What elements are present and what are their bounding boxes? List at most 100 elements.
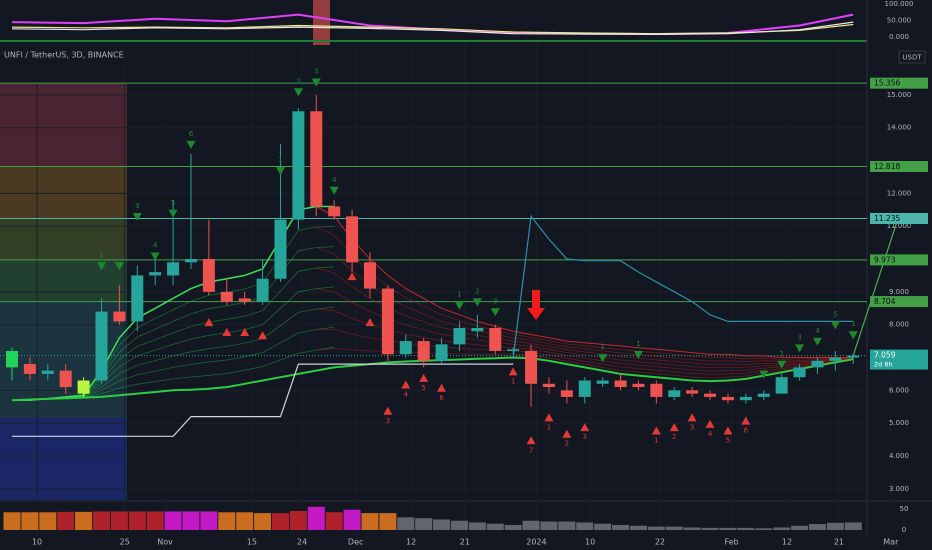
sell-signal [311, 78, 321, 87]
candle-body [829, 357, 842, 361]
signal-label: 3 [314, 67, 318, 75]
volume-bar [397, 517, 415, 530]
signal-label: 3 [493, 297, 497, 305]
volume-bar [629, 525, 647, 530]
candle-body [274, 219, 287, 279]
signal-label: 3 [690, 423, 694, 431]
level-label-box [870, 160, 928, 172]
volume-bar [271, 513, 289, 530]
candle-body [704, 393, 717, 397]
signal-label: 1 [600, 343, 604, 351]
signal-label: 2 [672, 433, 676, 441]
candle-body [202, 259, 215, 292]
candle-body [131, 275, 144, 322]
candle-body [238, 298, 251, 302]
zone [0, 83, 127, 167]
zone [0, 167, 127, 218]
candle-body [23, 364, 36, 374]
volume-tick-label: 50 [900, 505, 909, 513]
sell-signal [848, 331, 858, 340]
volume-bar [200, 511, 218, 530]
volume-bar [433, 519, 451, 530]
candle-body [739, 396, 752, 401]
volume-bar [719, 527, 737, 530]
sell-signal [598, 354, 608, 363]
chart-title: UNFI / TetherUS, 3D, BINANCE [4, 51, 124, 60]
signal-label: 6 [189, 130, 194, 138]
volume-bar [218, 512, 236, 530]
volume-bar [701, 527, 719, 530]
candle-body [596, 380, 609, 384]
buy-signal [401, 380, 411, 389]
buy-signal [526, 436, 536, 445]
candle-body [614, 380, 627, 388]
candle-body [775, 377, 788, 394]
volume-bar [164, 511, 182, 530]
candle-body [346, 216, 359, 263]
candle-body [399, 341, 412, 355]
sell-signal [329, 186, 339, 195]
buy-signal [204, 318, 214, 327]
level-label: 8.704 [874, 297, 896, 306]
indicator-line [11, 21, 854, 36]
candle-body [560, 390, 573, 397]
x-tick-label: Nov [157, 538, 173, 547]
candle-body [381, 288, 394, 355]
candle-body [292, 111, 305, 220]
candle-body [757, 393, 770, 397]
volume-bar [379, 513, 397, 530]
indicator-tick-label: 100.000 [885, 0, 914, 8]
sell-signal [795, 344, 805, 353]
candle-body [471, 327, 484, 332]
signal-label: 5 [171, 199, 175, 207]
buy-signal [222, 327, 232, 336]
volume-bar [57, 511, 75, 530]
volume-bar [558, 521, 576, 530]
volume-bar [755, 528, 773, 530]
volume-bar [110, 511, 128, 530]
candle-body [167, 262, 180, 276]
x-tick-label: 10 [32, 538, 42, 547]
volume-bar [683, 527, 701, 530]
volume-bar [3, 512, 21, 530]
candle-body [793, 367, 806, 378]
level-label: 9.973 [874, 255, 896, 264]
zone [0, 418, 127, 500]
level-label: 15.356 [874, 79, 900, 88]
candle-body [668, 390, 681, 397]
buy-signal [437, 383, 447, 392]
signal-label: 5 [833, 310, 837, 318]
x-tick-label: 21 [460, 538, 470, 547]
candle-body [95, 311, 108, 381]
y-tick-label: 4.000 [889, 452, 909, 460]
volume-bar [450, 520, 468, 530]
candle-body [811, 360, 824, 368]
y-tick-label: 3.000 [889, 485, 909, 493]
x-tick-label: 25 [120, 538, 130, 547]
x-tick-label: Feb [724, 538, 738, 547]
candle-body [5, 350, 18, 368]
volume-bar [92, 511, 110, 530]
candle-body [507, 349, 520, 351]
signal-label: 1 [636, 340, 640, 348]
volume-bar [504, 524, 522, 530]
volume-bar [576, 522, 594, 530]
buy-signal [240, 327, 250, 336]
buy-signal [651, 426, 661, 435]
candle-body [41, 370, 54, 374]
volume-bar [522, 520, 540, 530]
volume-bar [737, 527, 755, 530]
candle-body [525, 350, 538, 384]
sell-signal [275, 167, 285, 176]
signal-label: 1 [99, 251, 103, 259]
sell-signal [490, 308, 500, 317]
level-label-box [870, 254, 928, 266]
candle-body [489, 327, 502, 351]
signal-label: 1 [278, 156, 282, 164]
volume-bar [415, 518, 433, 530]
y-tick-label: 12.000 [887, 189, 912, 197]
stop-line [12, 363, 514, 437]
volume-bar [773, 527, 791, 530]
volume-bar [361, 513, 379, 530]
